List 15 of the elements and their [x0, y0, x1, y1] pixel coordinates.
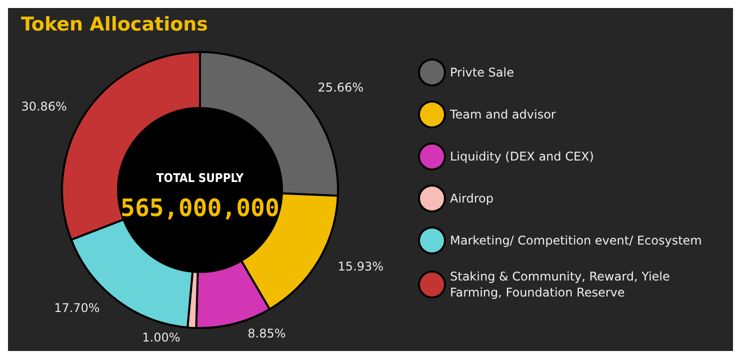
data-label: 25.66%	[318, 80, 364, 95]
data-label: 8.85%	[248, 326, 286, 340]
legend-label: Liquidity (DEX and CEX)	[450, 150, 594, 164]
legend-label: Team and advisor	[449, 108, 556, 122]
data-label: 15.93%	[338, 259, 384, 274]
data-label: 30.86%	[21, 99, 67, 114]
data-label: 17.70%	[54, 301, 100, 316]
data-label: 1.00%	[142, 330, 180, 345]
chart-title: Token Allocations	[21, 14, 208, 36]
text: TOTAL SUPPLY	[156, 171, 244, 185]
text: 565,000,000	[120, 194, 280, 222]
legend-label: Marketing/ Competition event/ Ecosystem	[450, 234, 702, 248]
legend-label: Privte Sale	[450, 66, 514, 80]
legend-label: Staking & Community, Reward, Yiele Farming, Foundation Reserve	[450, 270, 674, 300]
legend-label: Airdrop	[450, 192, 494, 206]
